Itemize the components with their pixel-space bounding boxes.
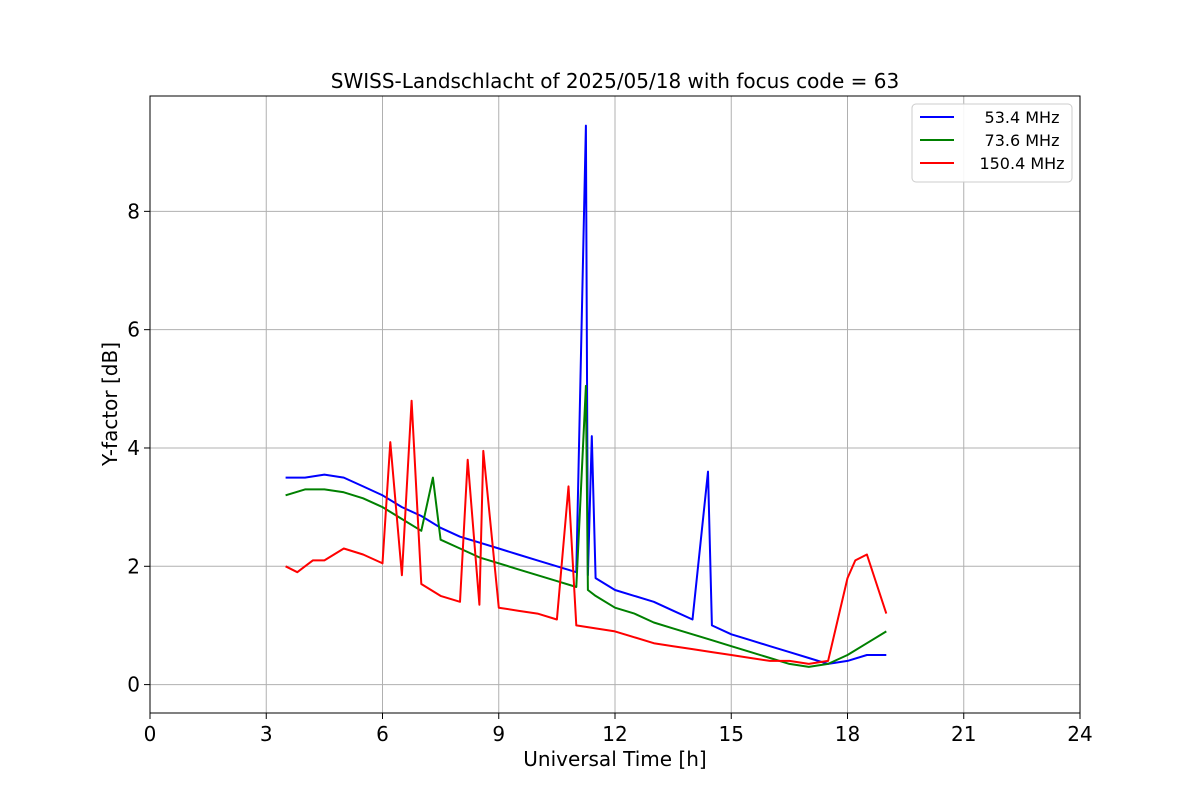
legend-label: 73.6 MHz bbox=[985, 131, 1060, 150]
series-line-3 bbox=[285, 399, 888, 665]
x-tick-label: 3 bbox=[260, 722, 273, 746]
legend-label: 150.4 MHz bbox=[979, 154, 1064, 173]
x-tick-label: 0 bbox=[144, 722, 157, 746]
y-tick-label: 8 bbox=[127, 199, 140, 223]
x-tick-label: 12 bbox=[602, 722, 627, 746]
y-tick-label: 0 bbox=[127, 673, 140, 697]
x-tick-label: 21 bbox=[951, 722, 976, 746]
y-tick-label: 6 bbox=[127, 318, 140, 342]
chart-title: SWISS-Landschlacht of 2025/05/18 with fo… bbox=[331, 69, 899, 93]
series-layer bbox=[285, 124, 888, 668]
x-tick-label: 15 bbox=[719, 722, 744, 746]
x-tick-label: 9 bbox=[492, 722, 505, 746]
x-axis-title: Universal Time [h] bbox=[523, 747, 706, 771]
series-line-1 bbox=[285, 124, 887, 665]
x-tick-label: 18 bbox=[835, 722, 860, 746]
x-tick-label: 6 bbox=[376, 722, 389, 746]
y-tick-label: 2 bbox=[127, 554, 140, 578]
legend-label: 53.4 MHz bbox=[985, 108, 1060, 127]
y-tick-label: 4 bbox=[127, 436, 140, 460]
legend: 53.4 MHz 73.6 MHz 150.4 MHz bbox=[911, 103, 1073, 183]
x-tick-label: 24 bbox=[1067, 722, 1092, 746]
y-axis-title: Y-factor [dB] bbox=[98, 342, 122, 467]
